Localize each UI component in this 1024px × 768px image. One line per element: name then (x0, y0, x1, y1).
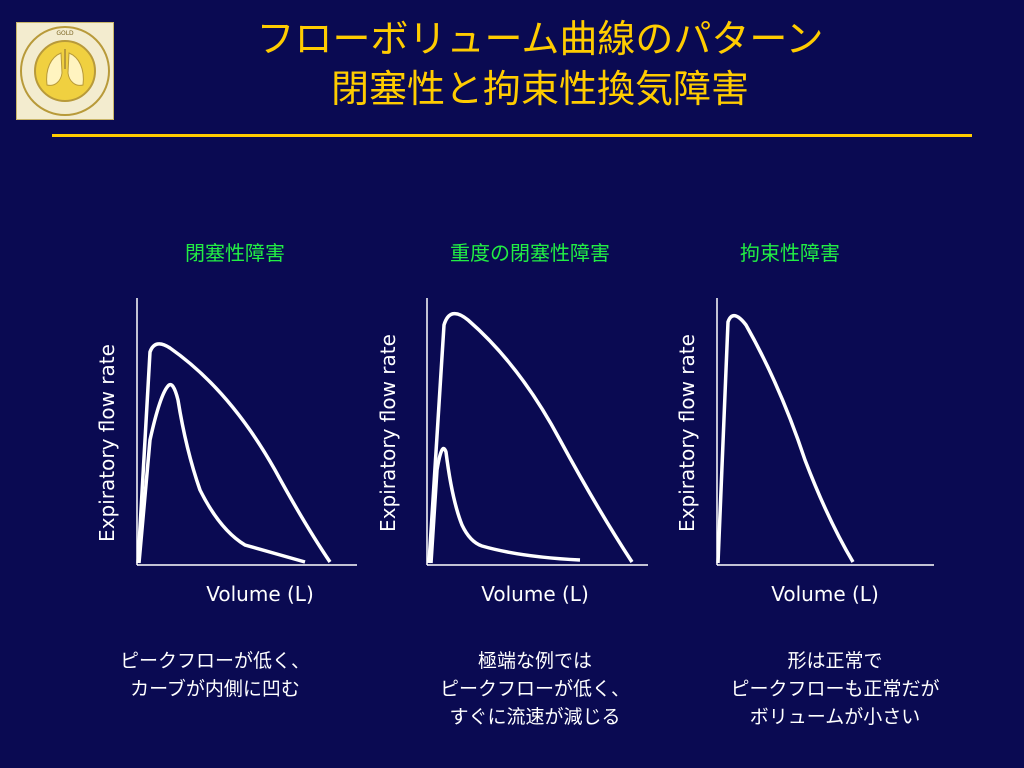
panel3-restrictive-curve (716, 314, 855, 564)
panel2-severe-curve (429, 446, 581, 564)
title-line-2: 閉塞性と拘束性換気障害 (330, 67, 749, 111)
title-line-1: フローボリューム曲線のパターン (256, 17, 824, 61)
panel1-caption-line2: カーブが内側に凹む (130, 678, 300, 700)
panel2-caption: 極端な例では ピークフローが低く、 すぐに流速が減じる (395, 647, 675, 731)
svg-text:GOLD: GOLD (56, 30, 74, 37)
panel3-xlabel: Volume (L) (771, 582, 879, 606)
panel2-normal-curve (427, 311, 634, 564)
panel2-ylabel: Expiratory flow rate (376, 334, 400, 532)
panel1-caption: ピークフローが低く、 カーブが内側に凹む (85, 647, 345, 703)
panel3-caption-line2: ピークフローも正常だが (730, 678, 940, 700)
panel3-ylabel: Expiratory flow rate (675, 334, 699, 532)
gold-logo: GOLD (16, 22, 114, 120)
panel1-ylabel: Expiratory flow rate (95, 344, 119, 542)
panel3-title: 拘束性障害 (740, 241, 840, 265)
slide-title: フローボリューム曲線のパターン 閉塞性と拘束性換気障害 (130, 14, 950, 114)
panel2-caption-line1: 極端な例では (477, 650, 592, 672)
panel3-caption-line1: 形は正常で (787, 650, 883, 672)
panel1-xlabel: Volume (L) (206, 582, 314, 606)
panel2-caption-line3: すぐに流速が減じる (449, 706, 621, 728)
panel1-normal-curve (136, 342, 332, 564)
title-underline (52, 134, 972, 137)
panel1-title: 閉塞性障害 (185, 241, 285, 265)
panel1-caption-line1: ピークフローが低く、 (119, 650, 310, 672)
panel3-caption-line3: ボリュームが小さい (749, 706, 921, 728)
panel1-obstructive-curve (137, 382, 306, 564)
panel2-caption-line2: ピークフローが低く、 (439, 678, 630, 700)
lung-globe-icon: GOLD (20, 26, 110, 116)
panel2-title: 重度の閉塞性障害 (450, 241, 610, 265)
panel2-xlabel: Volume (L) (481, 582, 589, 606)
panel3-caption: 形は正常で ピークフローも正常だが ボリュームが小さい (690, 647, 980, 731)
